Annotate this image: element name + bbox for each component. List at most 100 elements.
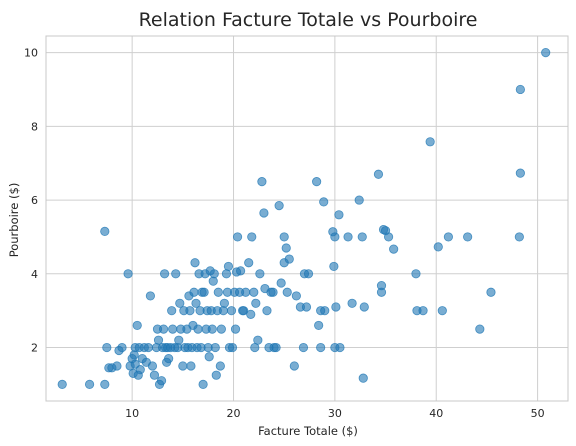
- scatter-point: [433, 242, 443, 252]
- y-tick-label: 10: [24, 47, 38, 60]
- y-tick-labels: 2 4 6 8 10: [24, 47, 38, 355]
- scatter-point: [178, 361, 188, 371]
- scatter-point: [253, 335, 263, 345]
- scatter-point: [244, 258, 254, 268]
- scatter-point: [207, 324, 217, 334]
- scatter-point: [123, 269, 133, 279]
- scatter-point: [132, 320, 142, 331]
- y-tick-label: 8: [31, 120, 38, 133]
- scatter-point: [167, 306, 177, 316]
- scatter-point: [226, 306, 237, 316]
- scatter-point: [236, 266, 246, 276]
- scatter-point: [343, 232, 353, 242]
- scatter-point: [282, 287, 292, 297]
- x-tick-label: 10: [125, 407, 139, 420]
- scatter-point: [210, 342, 220, 353]
- x-tick-label: 40: [429, 407, 443, 420]
- scatter-point: [255, 269, 265, 279]
- scatter-point: [357, 232, 367, 242]
- scatter-point: [232, 232, 243, 242]
- scatter-point: [135, 365, 145, 375]
- scatter-point: [223, 261, 234, 272]
- x-axis-label: Facture Totale ($): [258, 424, 358, 438]
- scatter-point: [316, 342, 326, 353]
- scatter-point: [199, 287, 209, 297]
- scatter-point: [359, 302, 369, 312]
- scatter-point: [259, 208, 269, 218]
- scatter-point: [159, 269, 170, 279]
- scatter-point: [279, 232, 289, 242]
- scatter-point: [215, 361, 225, 371]
- scatter-point: [376, 280, 387, 291]
- scatter-point: [271, 342, 281, 353]
- scatter-point: [100, 379, 110, 390]
- x-tick-label: 50: [531, 407, 545, 420]
- scatter-point: [358, 373, 368, 383]
- scatter-point: [153, 335, 164, 345]
- scatter-point: [117, 342, 127, 353]
- scatter-point: [189, 287, 199, 297]
- scatter-point: [320, 306, 330, 316]
- scatter-point: [247, 232, 257, 242]
- x-tick-label: 30: [328, 407, 342, 420]
- scatter-point: [209, 269, 219, 279]
- scatter-point: [147, 361, 158, 371]
- scatter-point: [174, 335, 184, 345]
- scatter-point: [246, 309, 256, 319]
- scatter-point: [57, 379, 67, 390]
- x-tick-label: 20: [227, 407, 241, 420]
- scatter-point: [463, 232, 473, 242]
- scatter-point: [102, 342, 112, 353]
- scatter-point: [515, 84, 525, 95]
- scatter-point: [443, 232, 453, 242]
- scatter-point: [437, 306, 447, 316]
- scatter-point: [418, 306, 428, 316]
- scatter-point: [241, 287, 251, 297]
- scatter-point: [230, 324, 241, 334]
- scatter-point: [289, 361, 299, 371]
- scatter-point: [303, 269, 314, 279]
- scatter-point: [331, 302, 341, 312]
- scatter-point: [164, 353, 174, 364]
- scatter-point: [143, 342, 153, 353]
- scatter-point: [149, 370, 160, 380]
- scatter-point: [298, 342, 309, 353]
- scatter-point: [383, 232, 394, 242]
- scatter-point: [249, 287, 259, 297]
- scatter-point: [211, 370, 221, 380]
- scatter-point: [291, 291, 301, 301]
- scatter-point: [389, 244, 399, 254]
- x-tick-labels: 10 20 30 40 50: [125, 407, 544, 420]
- scatter-point: [100, 226, 110, 236]
- scatter-point: [347, 298, 357, 308]
- y-axis-label: Pourboire ($): [7, 183, 21, 258]
- scatter-point: [112, 361, 122, 371]
- scatter-point: [354, 195, 364, 205]
- scatter-point: [227, 342, 238, 353]
- scatter-point: [425, 137, 435, 147]
- scatter-point: [411, 269, 421, 279]
- scatter-point: [274, 201, 284, 211]
- scatter-point: [330, 232, 340, 242]
- scatter-point: [239, 306, 249, 316]
- scatter-point: [84, 379, 95, 390]
- plot-frame: [45, 35, 569, 402]
- scatter-point: [191, 298, 201, 308]
- scatter-point: [281, 243, 291, 253]
- scatter-point: [171, 269, 181, 279]
- scatter-point: [329, 261, 339, 272]
- scatter-point: [276, 278, 286, 288]
- scatter-point: [284, 254, 294, 264]
- chart-title: Relation Facture Totale vs Pourboire: [139, 9, 478, 31]
- scatter-point: [319, 197, 329, 207]
- scatter-point: [204, 352, 214, 362]
- scatter-point: [268, 287, 278, 297]
- scatter-point: [168, 324, 178, 334]
- scatter-point: [514, 232, 524, 242]
- scatter-point: [301, 302, 312, 312]
- scatter-point: [475, 324, 485, 334]
- scatter-point: [190, 258, 200, 268]
- y-tick-label: 2: [31, 342, 38, 355]
- scatter-point: [213, 287, 223, 297]
